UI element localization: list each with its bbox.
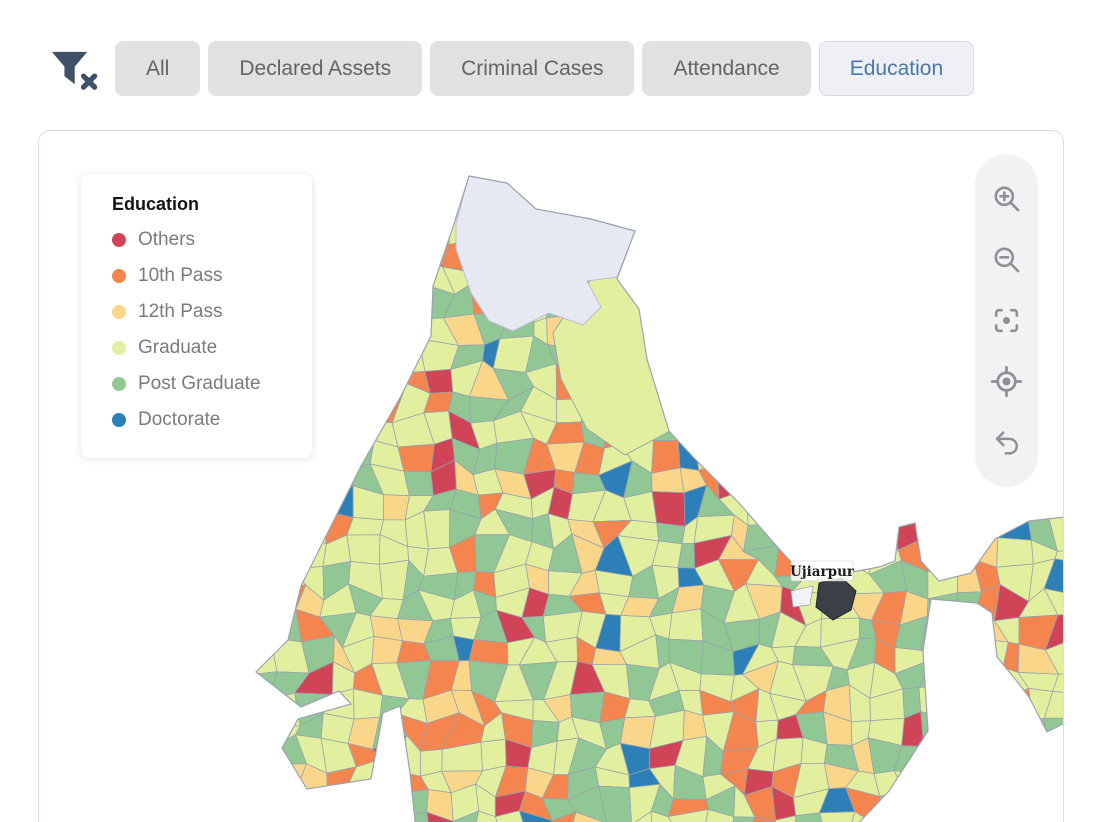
zoom-out-button[interactable]: [985, 238, 1029, 282]
reset-view-button[interactable]: [985, 420, 1029, 464]
map-controls: [975, 154, 1038, 487]
tab-education[interactable]: Education: [818, 41, 975, 96]
zoom-in-button[interactable]: [985, 177, 1029, 221]
map-panel: Ujiarpur Education Others 10th Pass 12th…: [38, 130, 1064, 822]
filter-toolbar: All Declared Assets Criminal Cases Atten…: [0, 0, 1098, 120]
legend-item-10th-pass: 10th Pass: [112, 258, 294, 294]
legend-title: Education: [112, 194, 200, 214]
tab-all[interactable]: All: [115, 41, 201, 96]
focus-center-icon: [994, 308, 1019, 333]
legend-item-post-graduate: Post Graduate: [112, 366, 294, 402]
locate-icon: [990, 365, 1023, 397]
legend-dot-doctorate: [112, 413, 126, 427]
tab-declared-assets[interactable]: Declared Assets: [208, 41, 423, 96]
legend-dot-12th-pass: [112, 305, 126, 319]
map-tooltip: [790, 560, 854, 582]
legend-item-graduate: Graduate: [112, 330, 294, 366]
tab-criminal-cases[interactable]: Criminal Cases: [430, 41, 635, 96]
legend-item-12th-pass: 12th Pass: [112, 294, 294, 330]
legend-item-doctorate: Doctorate: [112, 402, 294, 438]
filter-x-icon: [51, 51, 98, 90]
map-tooltip-label: Ujiarpur: [790, 564, 855, 580]
locate-button[interactable]: [985, 359, 1029, 403]
clear-filters-button[interactable]: [48, 48, 100, 96]
tab-attendance[interactable]: Attendance: [642, 41, 811, 96]
legend-dot-post-graduate: [112, 377, 126, 391]
center-map-button[interactable]: [985, 298, 1029, 342]
legend-dot-10th-pass: [112, 269, 126, 283]
filter-tabs: All Declared Assets Criminal Cases Atten…: [115, 41, 975, 96]
legend-item-others: Others: [112, 222, 294, 258]
legend-dot-others: [112, 233, 126, 247]
undo-reset-icon: [995, 431, 1018, 455]
zoom-in-icon: [994, 186, 1020, 212]
legend-dot-graduate: [112, 341, 126, 355]
map-legend: Education Others 10th Pass 12th Pass Gra…: [81, 174, 312, 458]
zoom-out-icon: [994, 247, 1020, 273]
